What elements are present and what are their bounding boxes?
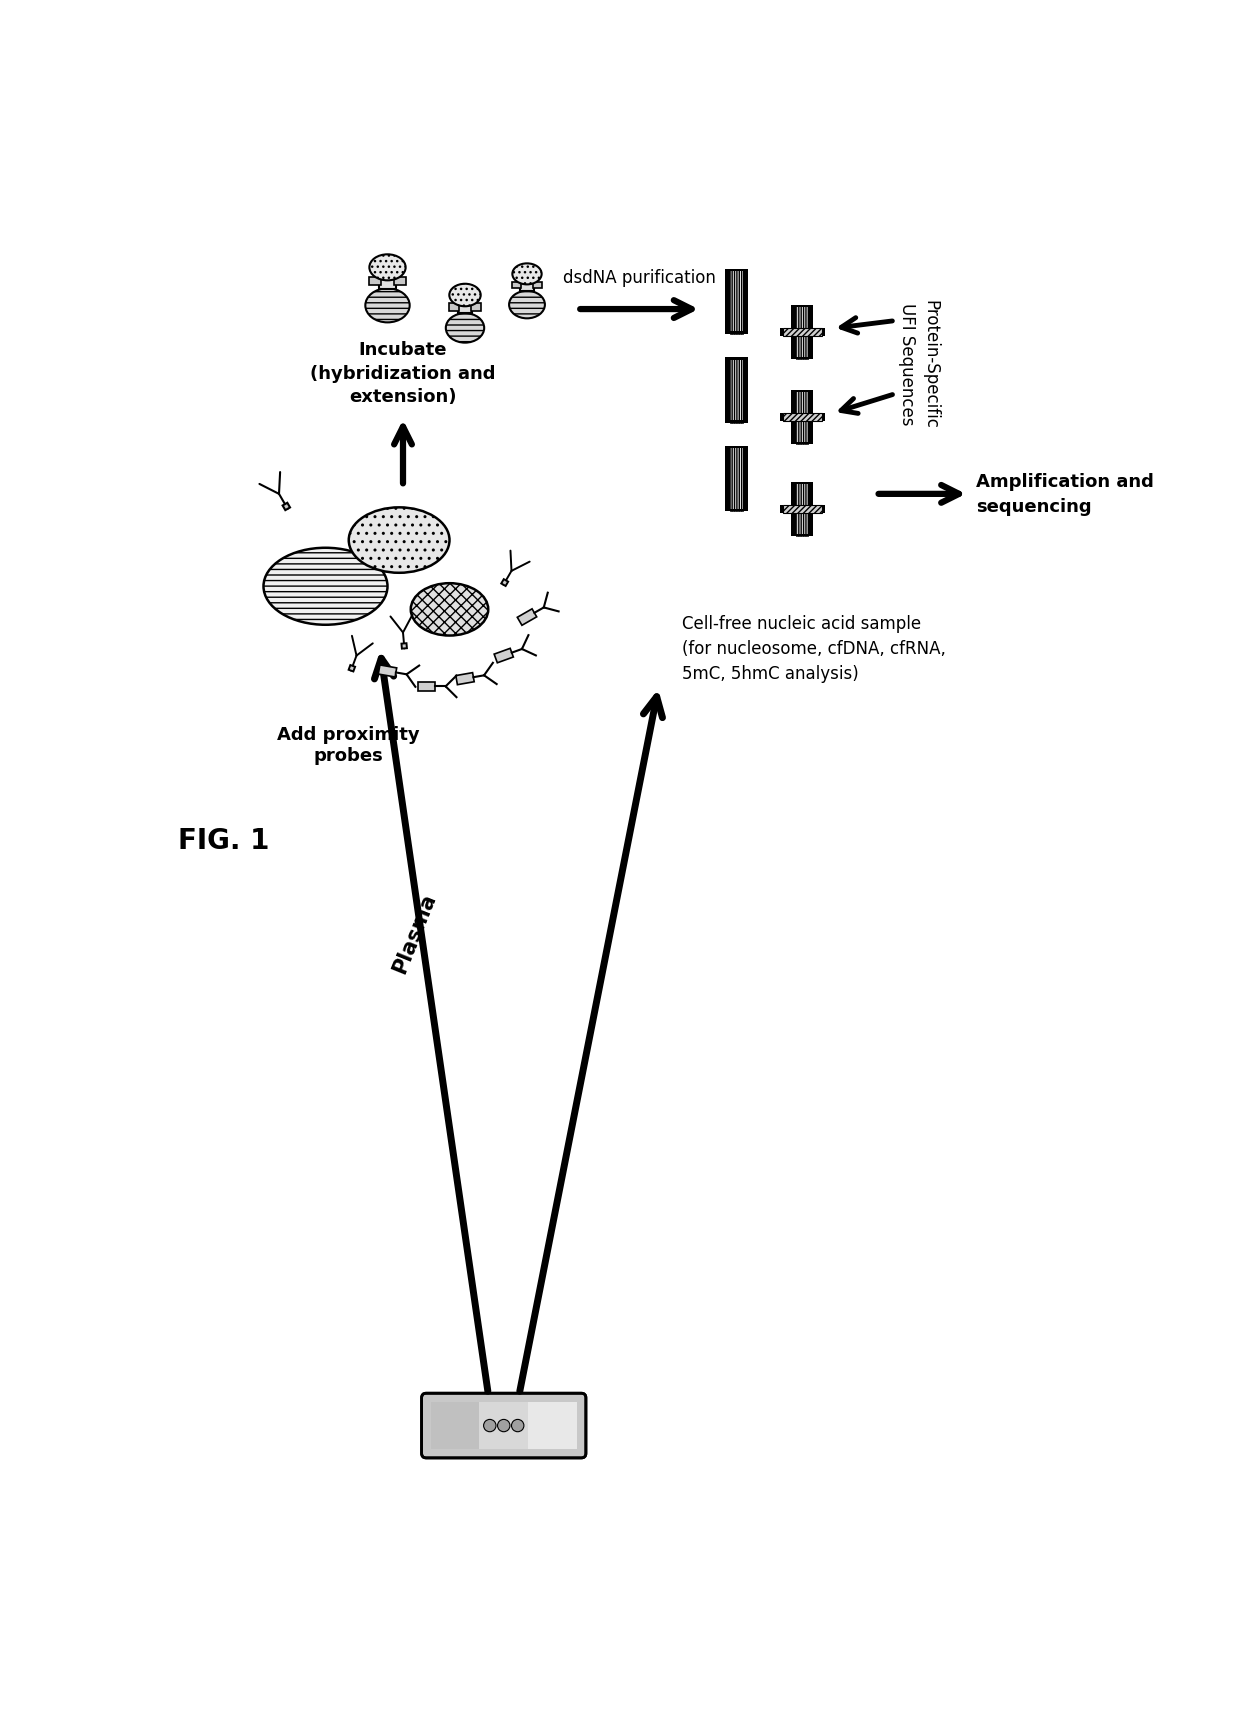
Text: Add proximity
probes: Add proximity probes bbox=[278, 725, 420, 765]
Bar bbox=[724, 269, 729, 334]
Text: Incubate
(hybridization and
extension): Incubate (hybridization and extension) bbox=[310, 341, 496, 407]
Polygon shape bbox=[456, 674, 474, 686]
Polygon shape bbox=[348, 665, 355, 672]
Bar bbox=[795, 443, 810, 445]
Bar bbox=[780, 329, 782, 336]
Bar bbox=[791, 307, 796, 360]
Text: Protein-Specific
UFI Sequences: Protein-Specific UFI Sequences bbox=[898, 300, 939, 427]
Bar bbox=[782, 507, 821, 513]
Text: dsdNA purification: dsdNA purification bbox=[563, 269, 715, 286]
Bar bbox=[795, 534, 810, 538]
Bar bbox=[743, 358, 748, 424]
Polygon shape bbox=[495, 650, 513, 663]
Bar bbox=[743, 269, 748, 334]
Bar bbox=[370, 277, 381, 286]
Bar bbox=[796, 307, 808, 360]
Text: Cell-free nucleic acid sample
(for nucleosome, cfDNA, cfRNA,
5mC, 5hmC analysis): Cell-free nucleic acid sample (for nucle… bbox=[682, 615, 946, 682]
Bar bbox=[821, 414, 825, 422]
Bar bbox=[729, 269, 743, 334]
Bar bbox=[512, 283, 522, 289]
Bar bbox=[729, 269, 744, 272]
Bar bbox=[795, 482, 810, 486]
Bar bbox=[394, 277, 405, 286]
Bar bbox=[795, 307, 810, 308]
Bar bbox=[729, 420, 744, 424]
Bar bbox=[780, 507, 782, 513]
Polygon shape bbox=[402, 644, 407, 650]
Polygon shape bbox=[501, 581, 508, 586]
Bar bbox=[791, 391, 796, 445]
Text: Amplification and
sequencing: Amplification and sequencing bbox=[977, 474, 1154, 517]
Bar bbox=[796, 482, 808, 538]
Bar bbox=[458, 302, 472, 314]
Bar bbox=[782, 414, 821, 422]
Ellipse shape bbox=[512, 264, 542, 286]
Bar bbox=[521, 281, 533, 291]
Bar bbox=[821, 507, 825, 513]
Bar bbox=[795, 391, 810, 393]
Bar bbox=[449, 305, 459, 312]
Bar bbox=[729, 446, 743, 512]
Ellipse shape bbox=[446, 314, 484, 343]
Circle shape bbox=[497, 1420, 510, 1432]
Bar bbox=[796, 391, 808, 445]
Bar bbox=[808, 391, 813, 445]
Bar bbox=[532, 283, 542, 289]
Bar bbox=[743, 446, 748, 512]
Circle shape bbox=[511, 1420, 525, 1432]
Polygon shape bbox=[378, 665, 397, 677]
Bar bbox=[724, 358, 729, 424]
Bar bbox=[808, 482, 813, 538]
Ellipse shape bbox=[366, 289, 409, 324]
Bar bbox=[528, 1403, 577, 1449]
Bar bbox=[729, 446, 744, 450]
Polygon shape bbox=[418, 682, 435, 691]
Bar bbox=[780, 414, 782, 422]
Bar bbox=[724, 446, 729, 512]
Bar bbox=[729, 358, 743, 424]
Bar bbox=[729, 333, 744, 334]
Ellipse shape bbox=[510, 291, 544, 319]
FancyBboxPatch shape bbox=[422, 1394, 587, 1458]
Bar bbox=[821, 329, 825, 336]
Ellipse shape bbox=[410, 584, 489, 636]
Ellipse shape bbox=[348, 508, 449, 574]
Text: Plasma: Plasma bbox=[389, 891, 440, 977]
Bar bbox=[808, 307, 813, 360]
Polygon shape bbox=[283, 503, 290, 510]
Bar bbox=[471, 305, 481, 312]
Ellipse shape bbox=[370, 255, 405, 281]
Bar bbox=[480, 1403, 528, 1449]
Circle shape bbox=[484, 1420, 496, 1432]
Bar bbox=[782, 329, 821, 336]
Ellipse shape bbox=[263, 548, 387, 625]
Bar bbox=[729, 358, 744, 360]
Bar bbox=[432, 1403, 480, 1449]
Bar bbox=[795, 358, 810, 360]
Bar bbox=[379, 276, 396, 289]
Polygon shape bbox=[517, 610, 537, 625]
Ellipse shape bbox=[449, 284, 481, 307]
Text: FIG. 1: FIG. 1 bbox=[179, 827, 269, 855]
Bar bbox=[729, 510, 744, 512]
Bar bbox=[791, 482, 796, 538]
